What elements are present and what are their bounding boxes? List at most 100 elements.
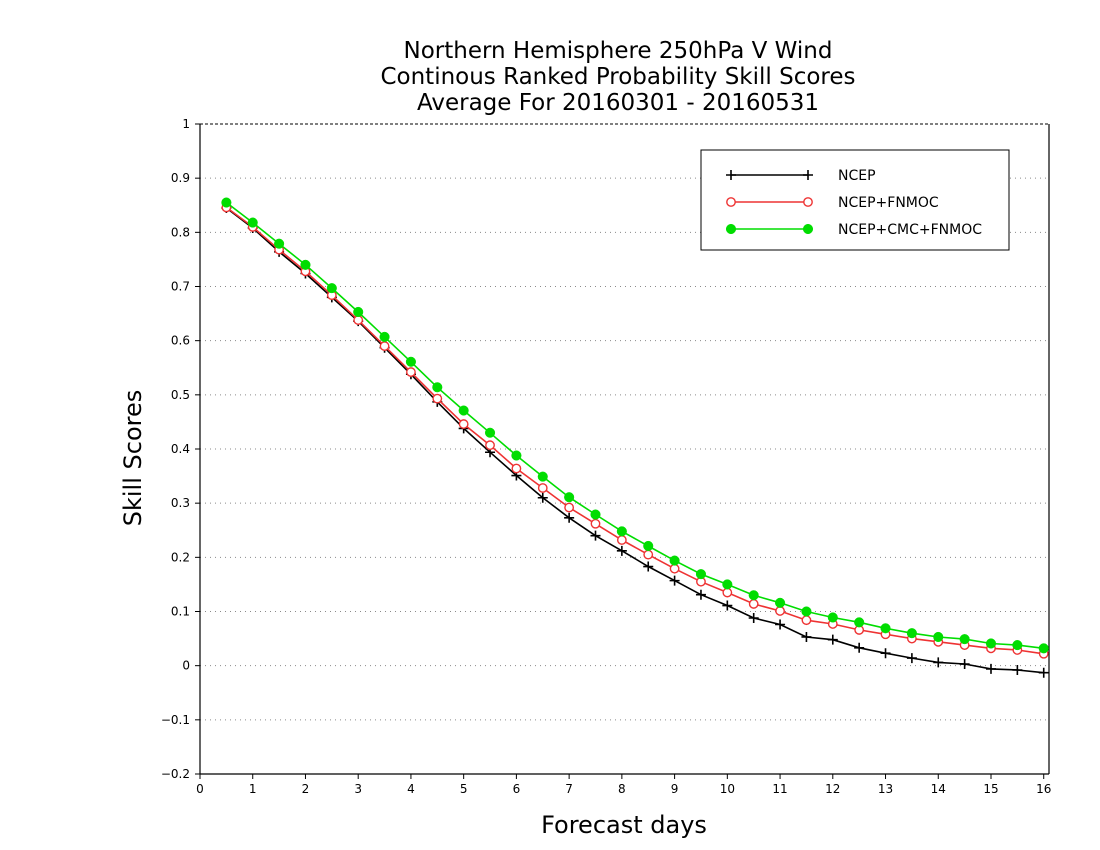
data-point (1038, 643, 1049, 654)
x-tick-label: 11 (772, 782, 787, 796)
x-tick-label: 1 (249, 782, 257, 796)
y-tick-label: 0.2 (171, 550, 190, 564)
grid-lines (200, 177, 1049, 721)
data-point (485, 440, 495, 451)
data-point (669, 563, 680, 574)
data-point (221, 197, 232, 208)
x-tick-label: 2 (302, 782, 310, 796)
y-tick-label: 0.5 (171, 388, 190, 402)
chart-title-line-1: Northern Hemisphere 250hPa V Wind (404, 38, 833, 64)
y-tick-label: −0.1 (161, 713, 190, 727)
y-tick-label: 0.9 (171, 171, 190, 185)
x-tick-label: 5 (460, 782, 468, 796)
data-point (906, 628, 917, 639)
data-point (616, 535, 627, 545)
data-point (511, 450, 522, 461)
data-point (616, 526, 627, 537)
data-point (695, 589, 706, 600)
data-point (880, 648, 891, 659)
data-point (906, 653, 917, 664)
x-tick-label: 0 (196, 782, 204, 796)
data-point (722, 600, 733, 611)
data-point (775, 619, 786, 630)
x-tick-label: 13 (878, 782, 893, 796)
legend-marker (803, 197, 813, 207)
legend-label: NCEP+CMC+FNMOC (838, 222, 982, 238)
x-tick-label: 3 (354, 782, 362, 796)
data-point (590, 518, 601, 529)
x-tick-label: 9 (671, 782, 679, 796)
legend-marker (726, 197, 736, 207)
data-point (616, 545, 627, 556)
x-tick-label: 4 (407, 782, 415, 796)
data-point (722, 587, 733, 598)
data-point (379, 331, 390, 342)
legend-marker (726, 170, 736, 180)
chart-title-line-2: Continous Ranked Probability Skill Score… (380, 64, 855, 90)
x-tick-label: 7 (565, 782, 573, 796)
data-point (406, 367, 416, 377)
data-point (353, 315, 364, 325)
data-point (801, 631, 812, 642)
data-point (537, 483, 548, 493)
data-point (827, 634, 838, 645)
y-tick-label: 0.3 (171, 496, 190, 510)
data-point (985, 663, 996, 674)
data-point (695, 569, 707, 580)
data-point (511, 463, 522, 474)
data-point (985, 638, 997, 649)
data-point (274, 238, 285, 249)
data-point (1012, 640, 1023, 651)
y-axis-label: Skill Scores (119, 390, 147, 527)
x-tick-label: 14 (931, 782, 946, 796)
data-point (748, 613, 759, 623)
y-tick-label: 0.6 (171, 334, 190, 348)
data-point (458, 419, 469, 429)
y-tick-label: 0.7 (171, 280, 190, 294)
chart-title-line-3: Average For 20160301 - 20160531 (417, 90, 819, 116)
data-point (722, 579, 733, 590)
data-point (775, 597, 786, 608)
data-point (405, 356, 416, 367)
data-point (643, 549, 654, 560)
y-tick-label: 0 (182, 659, 190, 673)
x-axis-label: Forecast days (541, 811, 707, 839)
data-point (458, 405, 469, 416)
legend: NCEP NCEP+FNMOC NCEP+CMC+FNMOC (700, 149, 1010, 251)
data-point (801, 606, 812, 617)
data-point (379, 341, 390, 351)
series-ncep-fnmoc (221, 202, 1049, 659)
chart-title: Northern Hemisphere 250hPa V Wind Contin… (380, 38, 855, 116)
series-line (225, 207, 1044, 674)
data-point (775, 606, 785, 616)
data-point (432, 382, 443, 393)
data-point (564, 512, 575, 523)
data-point (933, 657, 944, 668)
data-point (669, 555, 680, 566)
data-point (590, 509, 601, 520)
data-point (564, 502, 575, 513)
x-tick-label: 15 (983, 782, 998, 796)
y-tick-label: 0.1 (171, 605, 190, 619)
data-point (537, 492, 548, 503)
data-point (880, 623, 891, 634)
axes (195, 123, 1050, 779)
legend-marker (803, 170, 813, 180)
data-point (933, 631, 944, 643)
x-tick-label: 16 (1036, 782, 1051, 796)
data-point (959, 634, 970, 645)
series-line (225, 206, 1044, 655)
tick-labels: −0.2−0.100.10.20.30.40.50.60.70.80.910 1 2… (161, 117, 1052, 796)
data-point (564, 492, 575, 503)
data-point (353, 306, 364, 318)
data-point (326, 283, 337, 294)
legend-marker (802, 223, 814, 235)
legend-label: NCEP (838, 168, 876, 184)
data-point (484, 427, 496, 438)
y-tick-label: 0.8 (171, 225, 190, 239)
data-point (300, 259, 311, 270)
data-point (827, 612, 838, 623)
x-tick-label: 10 (720, 782, 735, 796)
x-tick-label: 8 (618, 782, 626, 796)
